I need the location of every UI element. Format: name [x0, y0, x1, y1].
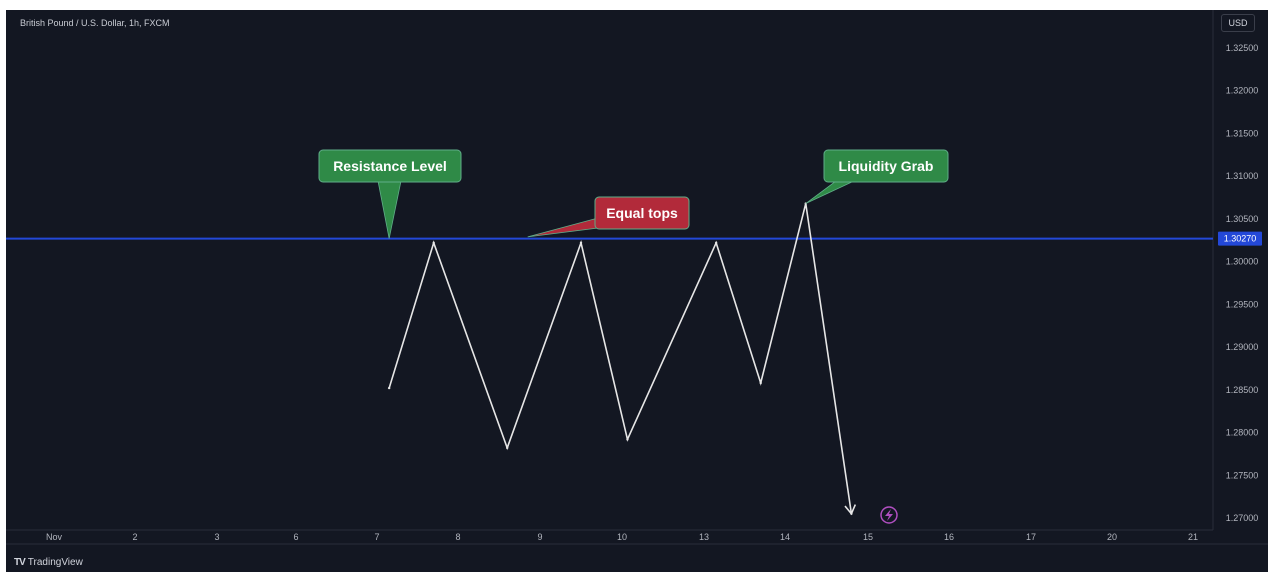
price-path-point [432, 241, 435, 245]
y-tick-label: 1.27000 [1226, 513, 1259, 523]
x-tick-label: 14 [780, 532, 790, 542]
y-tick-label: 1.30500 [1226, 214, 1259, 224]
chart-canvas[interactable]: 1.32500 1.32000 1.31500 1.31000 1.30500 1.300… [6, 10, 1268, 572]
x-tick-label: Nov [46, 532, 63, 542]
callout-label: Equal tops [606, 205, 678, 221]
callout-box[interactable] [318, 149, 462, 183]
lightning-icon-bolt [885, 509, 893, 521]
callout-box[interactable] [823, 149, 949, 183]
x-tick-label: 21 [1188, 532, 1198, 542]
x-tick-label: 7 [374, 532, 379, 542]
tradingview-brand: TradingView [27, 557, 83, 568]
y-tick-label: 1.31000 [1226, 171, 1259, 181]
x-tick-label: 15 [863, 532, 873, 542]
price-path-point [714, 241, 718, 245]
x-tick-label: 16 [944, 532, 954, 542]
callout-label: Resistance Level [333, 158, 447, 174]
x-tick-label: 8 [455, 532, 460, 542]
price-path-arrowhead [844, 504, 857, 516]
y-tick-label: 1.28500 [1226, 385, 1259, 395]
y-tick-label: 1.28000 [1226, 428, 1259, 438]
x-tick-label: 3 [214, 532, 219, 542]
x-tick-label: 9 [537, 532, 542, 542]
y-tick-label: 1.31500 [1226, 128, 1259, 138]
callout-pointer [805, 180, 855, 204]
price-path-point [626, 438, 629, 441]
x-tick-label: 17 [1026, 532, 1036, 542]
x-tick-label: 13 [699, 532, 709, 542]
y-tick-label: 1.32000 [1226, 86, 1259, 96]
lightning-icon[interactable] [880, 506, 898, 524]
y-tick-label: 1.29000 [1226, 342, 1259, 352]
y-tick-label: 1.30000 [1226, 257, 1259, 267]
tradingview-logo[interactable]: TV TradingView [14, 557, 83, 568]
x-tick-label: 6 [293, 532, 298, 542]
price-badge [1218, 231, 1262, 246]
price-path-point [387, 386, 391, 390]
price-path-point [506, 446, 509, 450]
callout-pointer [377, 180, 402, 239]
price-path-point [579, 241, 583, 245]
chart-frame: 1.32500 1.32000 1.31500 1.31000 1.30500 1.300… [6, 10, 1268, 572]
x-tick-label: 20 [1107, 532, 1117, 542]
tradingview-icon: TV [14, 557, 26, 568]
symbol-title: British Pound / U.S. Dollar, 1h, FXCM [20, 18, 170, 28]
x-tick-label: 10 [617, 532, 627, 542]
callout-label: Liquidity Grab [839, 158, 934, 174]
price-badge-label: 1.30270 [1224, 234, 1257, 244]
y-tick-label: 1.27500 [1226, 470, 1259, 480]
price-path-point [759, 381, 762, 385]
callout-pointer [527, 217, 599, 238]
y-tick-label: 1.29500 [1226, 299, 1259, 309]
x-tick-label: 2 [132, 532, 137, 542]
price-path-line[interactable] [388, 203, 853, 514]
y-tick-label: 1.32500 [1226, 43, 1259, 53]
callout-box[interactable] [594, 196, 690, 230]
currency-button[interactable]: USD [1221, 14, 1255, 32]
